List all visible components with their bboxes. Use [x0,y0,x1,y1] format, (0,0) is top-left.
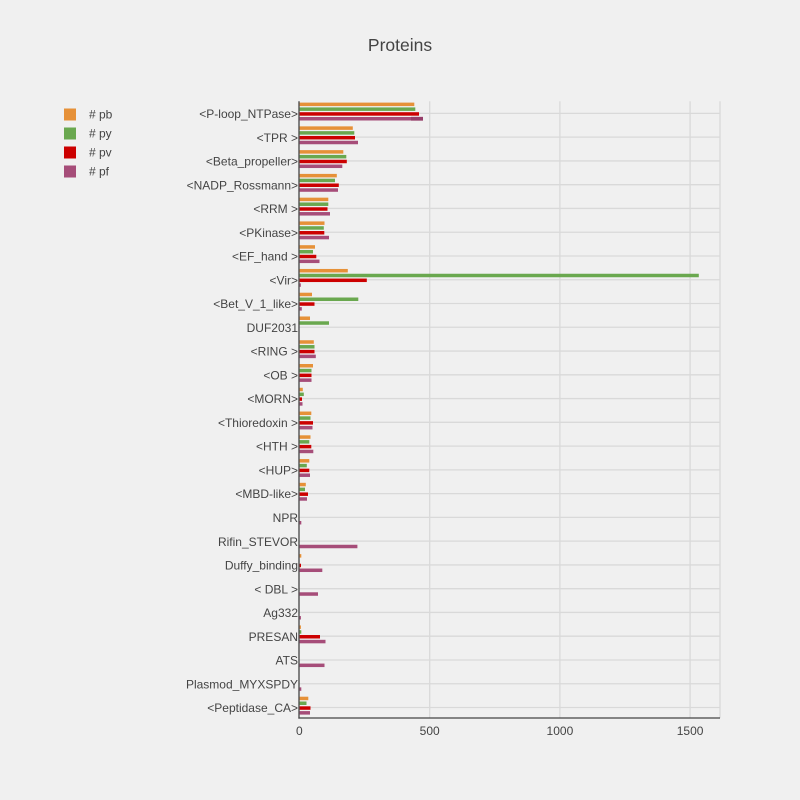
svg-text:Plasmod_MYXSPDY: Plasmod_MYXSPDY [186,677,298,691]
svg-text:<HUP>: <HUP> [259,463,298,477]
svg-text:0: 0 [296,724,303,738]
svg-text:<TPR >: <TPR > [257,131,298,145]
svg-text:<Vir>: <Vir> [270,273,298,287]
svg-text:PRESAN: PRESAN [249,630,298,644]
svg-text:<EF_hand >: <EF_hand > [232,250,298,264]
svg-text:< DBL >: < DBL > [254,582,298,596]
svg-text:<P-loop_NTPase>: <P-loop_NTPase> [199,107,298,121]
svg-text:500: 500 [420,724,440,738]
svg-text:<RING >: <RING > [251,345,298,359]
svg-text:<OB >: <OB > [263,368,298,382]
svg-text:Ag332: Ag332 [263,606,298,620]
svg-text:<RRM >: <RRM > [253,202,298,216]
svg-text:1000: 1000 [547,724,574,738]
svg-text:# pb: # pb [89,108,113,122]
svg-text:<MORN>: <MORN> [247,392,298,406]
svg-text:ATS: ATS [276,654,298,668]
svg-text:# pf: # pf [89,165,110,179]
svg-text:<PKinase>: <PKinase> [239,226,298,240]
svg-text:<NADP_Rossmann>: <NADP_Rossmann> [187,178,298,192]
svg-text:# pv: # pv [89,146,112,160]
svg-text:<Beta_propeller>: <Beta_propeller> [206,155,298,169]
svg-text:<HTH >: <HTH > [256,440,298,454]
svg-text:<Bet_V_1_like>: <Bet_V_1_like> [213,297,298,311]
svg-text:Proteins: Proteins [368,35,432,55]
svg-text:DUF2031: DUF2031 [247,321,299,335]
svg-text:<Peptidase_CA>: <Peptidase_CA> [207,701,298,715]
svg-text:<Thioredoxin >: <Thioredoxin > [218,416,298,430]
svg-text:NPR: NPR [273,511,299,525]
svg-text:Rifin_STEVOR: Rifin_STEVOR [218,535,298,549]
svg-text:1500: 1500 [677,724,704,738]
svg-text:Duffy_binding: Duffy_binding [225,559,298,573]
svg-text:<MBD-like>: <MBD-like> [235,487,298,501]
svg-text:# py: # py [89,127,112,141]
